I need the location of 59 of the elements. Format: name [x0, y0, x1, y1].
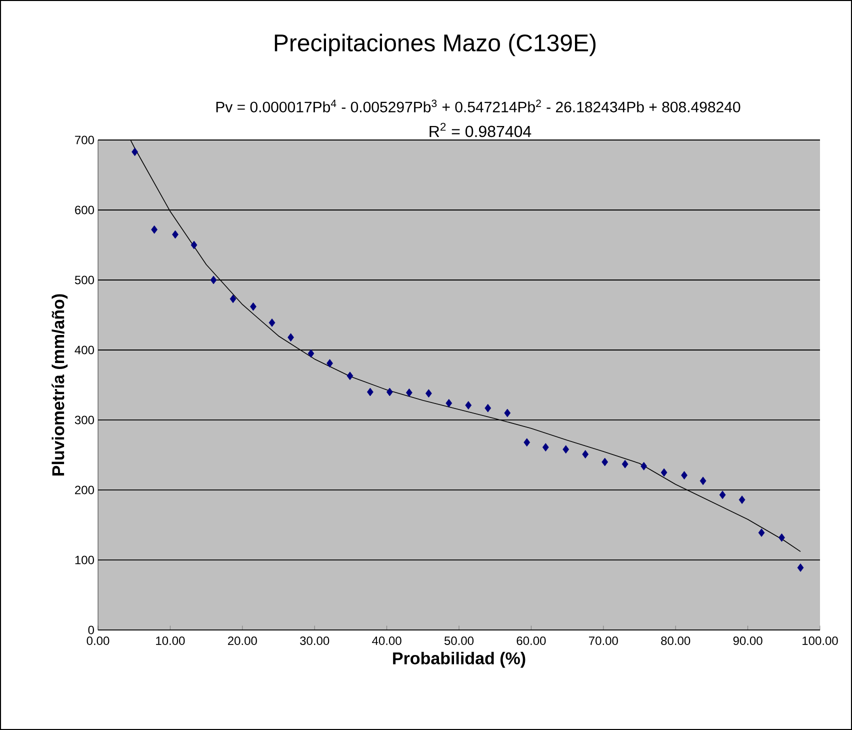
point [504, 408, 511, 418]
point [132, 148, 138, 156]
x-tick-label: 60.00 [516, 636, 546, 646]
y-tick-label: 300 [74, 416, 94, 424]
y-tick-label: 500 [74, 276, 94, 284]
point [660, 468, 668, 477]
point [778, 533, 785, 542]
y-tick-label: 600 [75, 206, 94, 214]
point [425, 389, 432, 398]
y-tick-label: 200 [75, 486, 94, 494]
text: Pv = 0.000017Pb$^{4}$ - 0.005297Pb$^{3}$ + 0.547214Pb$^{2}$ - 26.182434Pb + 808.498240 [216, 100, 740, 112]
point [758, 528, 765, 537]
text: R$^{2}$ = 0.987404 [430, 122, 532, 138]
x-tick-label: 70.00 [589, 636, 618, 646]
point [268, 318, 276, 327]
point [326, 359, 333, 368]
x-axis-title: Probabilidad (%) [393, 652, 526, 668]
point [602, 458, 608, 466]
point [210, 276, 217, 284]
point [797, 563, 804, 572]
point [719, 490, 726, 500]
point [738, 496, 746, 504]
y-tick-label: 700 [75, 136, 94, 144]
x-tick-label: 30.00 [300, 636, 330, 646]
point [386, 388, 393, 396]
point [446, 398, 452, 408]
point [346, 372, 354, 380]
x-tick-label: 0.00 [86, 636, 110, 646]
point [562, 445, 570, 454]
point [190, 240, 198, 250]
x-tick-label: 20.00 [228, 636, 257, 646]
x-tick-label: 10.00 [156, 636, 185, 646]
point [622, 460, 628, 468]
point [230, 294, 236, 304]
x-tick-label: 40.00 [372, 636, 402, 646]
point [250, 302, 256, 311]
point [582, 450, 589, 458]
point [172, 230, 178, 239]
chart-title: Precipitaciones Mazo (C139E) [274, 34, 596, 56]
y-tick-label: 100 [75, 556, 94, 564]
y-tick-label: 400 [74, 346, 94, 354]
point [524, 438, 530, 447]
point [700, 476, 706, 486]
x-tick-label: 100.00 [802, 636, 838, 646]
point [308, 349, 314, 358]
point [151, 225, 158, 234]
x-tick-label: 80.00 [661, 636, 690, 646]
y-tick-label: 0 [88, 626, 94, 634]
x-tick-label: 50.00 [444, 636, 474, 646]
point [542, 443, 549, 452]
point [465, 401, 472, 410]
point [681, 471, 688, 480]
point [406, 388, 412, 397]
x-tick-label: 90.00 [733, 636, 762, 646]
point [484, 404, 492, 412]
point [288, 333, 294, 342]
y-axis-title: Pluviometría (mm/año) [52, 294, 68, 476]
point [366, 388, 374, 396]
point [640, 462, 648, 470]
